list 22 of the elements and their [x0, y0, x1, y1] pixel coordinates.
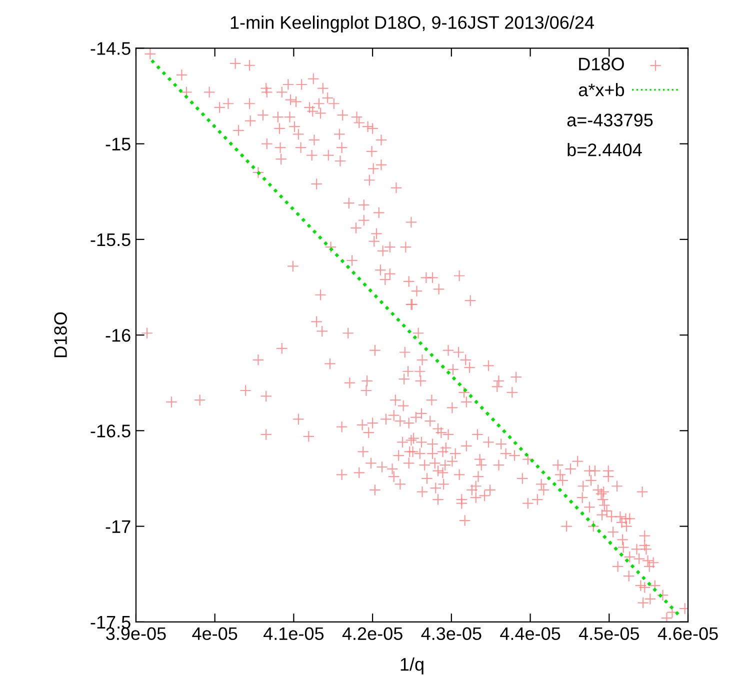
y-tick-label: -15.5 [90, 234, 130, 246]
y-tick-label: -17.5 [90, 616, 130, 629]
x-tick-label: 4.4e-05 [500, 627, 560, 640]
x-tick-label: 4.6e-05 [658, 627, 718, 640]
y-tick-label: -14.5 [90, 42, 130, 55]
x-tick-label: 4.2e-05 [342, 627, 402, 640]
x-tick-label: 4.5e-05 [578, 627, 640, 640]
chart-title: 1-min Keelingplot D18O, 9-16JST 2013/06/24 [230, 16, 594, 32]
x-axis-title: 1/q [400, 658, 424, 674]
annotation: b=2.4404 [568, 143, 642, 156]
x-tick-label: 4e-05 [192, 627, 238, 640]
y-tick-label: -15 [106, 138, 130, 151]
y-axis-title: D18O [54, 312, 67, 358]
y-tick-label: -16 [106, 328, 130, 342]
legend-label: D18O [579, 58, 624, 70]
annotation: a=-433795 [567, 114, 653, 126]
x-tick-label: 4.1e-05 [264, 627, 324, 640]
x-tick-label: 4.3e-05 [421, 627, 482, 640]
legend-label: a*x+b [578, 83, 624, 96]
y-tick-label: -17 [106, 520, 130, 533]
x-tick-label: 3.9e-05 [106, 627, 166, 640]
y-tick-label: -16.5 [90, 424, 130, 438]
